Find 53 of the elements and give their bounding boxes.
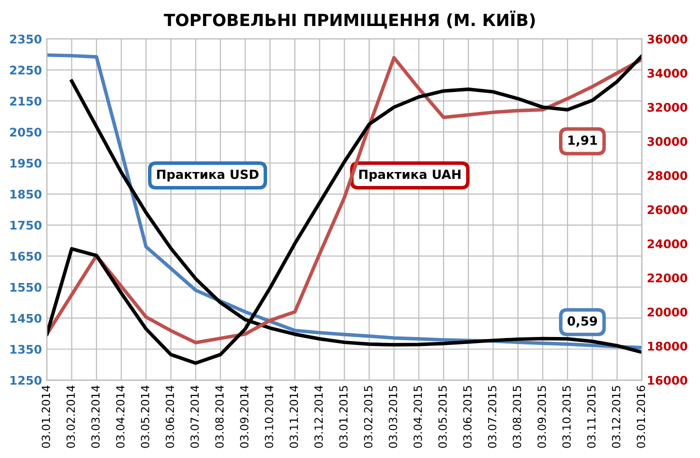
x-tick-label: 03.08.2015 bbox=[512, 386, 522, 448]
y2-tick-label: 26000 bbox=[648, 205, 688, 214]
y-tick-label: 2150 bbox=[10, 96, 42, 106]
x-tick-label: 03.11.2015 bbox=[587, 386, 596, 448]
annotation: 1,91 bbox=[568, 135, 597, 147]
y2-tick-label: 28000 bbox=[648, 171, 688, 180]
x-tick-label: 03.02.2015 bbox=[364, 386, 372, 448]
chart-title: ТОРГОВЕЛЬНІ ПРИМІЩЕННЯ (М. КИЇВ) bbox=[164, 10, 535, 29]
y2-tick-label: 34000 bbox=[648, 68, 688, 78]
x-tick-label: 03.10.2015 bbox=[562, 386, 571, 448]
x-tick-label: 03.03.2014 bbox=[91, 386, 100, 448]
x-tick-label: 03.04.2014 bbox=[116, 386, 124, 448]
y-tick-label: 1950 bbox=[10, 158, 42, 168]
x-tick-label: 03.12.2015 bbox=[612, 386, 620, 448]
x-tick-label: 03.08.2014 bbox=[215, 386, 224, 448]
y-tick-label: 1450 bbox=[10, 314, 42, 323]
y2-tick-label: 24000 bbox=[648, 239, 688, 248]
y2-tick-label: 32000 bbox=[648, 102, 688, 112]
y2-tick-label: 36000 bbox=[648, 34, 688, 44]
y2-tick-label: 18000 bbox=[648, 342, 688, 351]
x-tick-label: 03.04.2015 bbox=[414, 386, 422, 448]
x-tick-label: 03.05.2015 bbox=[438, 386, 447, 448]
x-tick-label: 03.03.2015 bbox=[388, 386, 398, 448]
x-tick-label: 03.06.2015 bbox=[463, 386, 472, 448]
x-tick-label: 03.12.2014 bbox=[314, 386, 323, 448]
y-tick-label: 2050 bbox=[10, 128, 42, 137]
x-tick-label: 03.07.2014 bbox=[190, 386, 199, 448]
x-tick-label: 03.09.2014 bbox=[240, 386, 248, 448]
annotation: Практика UAH bbox=[359, 170, 460, 182]
y-tick-label: 1750 bbox=[10, 220, 42, 230]
y2-tick-label: 30000 bbox=[648, 137, 688, 146]
x-tick-label: 03.11.2014 bbox=[290, 386, 298, 448]
annotation: 0,59 bbox=[568, 316, 598, 328]
y2-tick-label: 16000 bbox=[648, 376, 688, 385]
x-tick-label: 03.05.2014 bbox=[140, 386, 150, 448]
y2-tick-label: 20000 bbox=[648, 308, 688, 317]
x-tick-label: 03.09.2015 bbox=[538, 386, 546, 448]
y-tick-label: 2350 bbox=[10, 34, 42, 44]
x-tick-label: 03.06.2014 bbox=[166, 386, 174, 448]
y-tick-label: 1350 bbox=[10, 344, 42, 354]
x-tick-label: 03.02.2014 bbox=[66, 386, 75, 448]
x-tick-label: 03.01.2015 bbox=[339, 386, 348, 448]
x-tick-label: 03.10.2014 bbox=[264, 386, 274, 448]
annotation: Практика USD bbox=[157, 170, 258, 182]
x-tick-label: 03.01.2014 bbox=[42, 386, 50, 448]
y-tick-label: 1550 bbox=[10, 282, 42, 292]
x-tick-label: 03.07.2015 bbox=[488, 386, 496, 448]
x-tick-label: 03.01.2016 bbox=[636, 386, 646, 448]
y-tick-label: 1850 bbox=[10, 190, 42, 199]
y-tick-label: 1250 bbox=[10, 376, 42, 385]
y-tick-label: 2250 bbox=[10, 66, 42, 75]
y-tick-label: 1650 bbox=[10, 252, 42, 261]
y2-tick-label: 22000 bbox=[648, 274, 688, 282]
